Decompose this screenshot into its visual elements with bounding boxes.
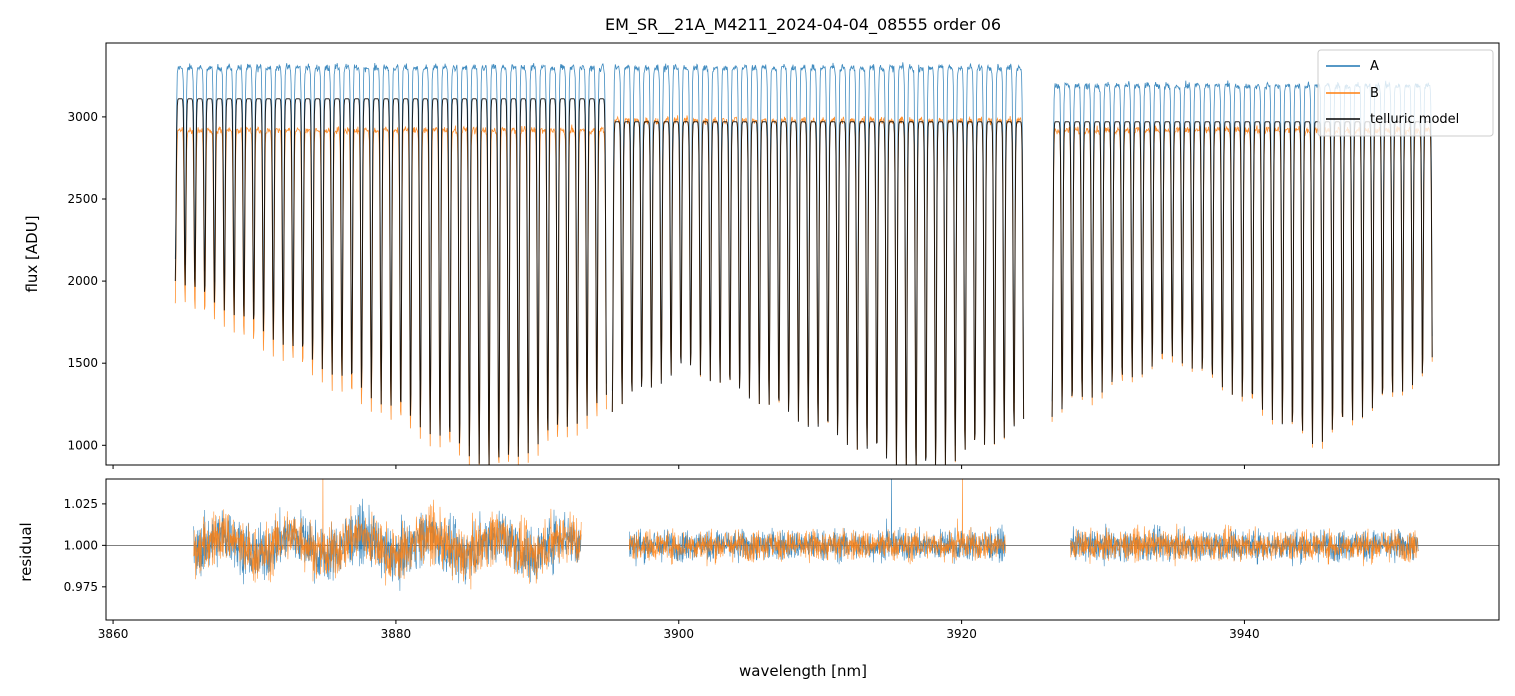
y-axis-label-residual: residual — [17, 522, 35, 581]
legend: A B telluric model — [1317, 49, 1494, 137]
x-tick-label: 3880 — [381, 627, 412, 641]
y-tick-label: 3000 — [67, 110, 98, 124]
y-tick-label: 2500 — [67, 192, 98, 206]
residual-y-tick-label: 1.025 — [64, 497, 98, 511]
residual-y-tick-label: 1.000 — [64, 538, 98, 552]
residual-series-b-segment-2 — [1070, 523, 1419, 567]
residual-plot: 0.975 1.000 1.025 3860 3880 3900 3920 3940 resi… — [17, 478, 1500, 680]
x-axis-label: wavelength [nm] — [739, 662, 867, 680]
x-tick-label: 3860 — [98, 627, 129, 641]
x-tick-label: 3940 — [1229, 627, 1260, 641]
series-telluric-model-segment-0 — [174, 98, 607, 465]
top-plot-ticks: 1000 1500 2000 2500 3000 — [67, 110, 1245, 469]
x-tick-label: 3920 — [946, 627, 977, 641]
residual-series-b-segment-1 — [629, 479, 1006, 567]
x-tick-label: 3900 — [663, 627, 694, 641]
residual-plot-data — [106, 479, 1499, 591]
series-b-segment-2 — [1051, 125, 1433, 449]
y-tick-label: 1000 — [67, 438, 98, 452]
residual-y-tick-label: 0.975 — [64, 580, 98, 594]
series-b-segment-0 — [174, 124, 607, 465]
series-telluric-model-segment-1 — [611, 121, 1025, 465]
y-axis-label-flux: flux [ADU] — [23, 215, 41, 292]
residual-plot-frame — [105, 478, 1500, 621]
legend-box — [1317, 49, 1494, 137]
legend-label-a: A — [1370, 59, 1379, 74]
legend-label-b: B — [1370, 86, 1379, 101]
chart-title: EM_SR__21A_M4211_2024-04-04_08555 order … — [605, 15, 1001, 35]
top-plot-frame — [105, 42, 1500, 466]
residual-plot-ticks: 0.975 1.000 1.025 3860 3880 3900 3920 3940 — [64, 497, 1260, 641]
legend-label-telluric: telluric model — [1370, 112, 1459, 127]
top-plot: 1000 1500 2000 2500 3000 flux [ADU] — [23, 42, 1500, 469]
residual-series-b-segment-0 — [193, 479, 582, 590]
y-tick-label: 1500 — [67, 356, 98, 370]
y-tick-label: 2000 — [67, 274, 98, 288]
top-plot-data — [174, 62, 1433, 465]
series-telluric-model-segment-2 — [1051, 121, 1433, 445]
